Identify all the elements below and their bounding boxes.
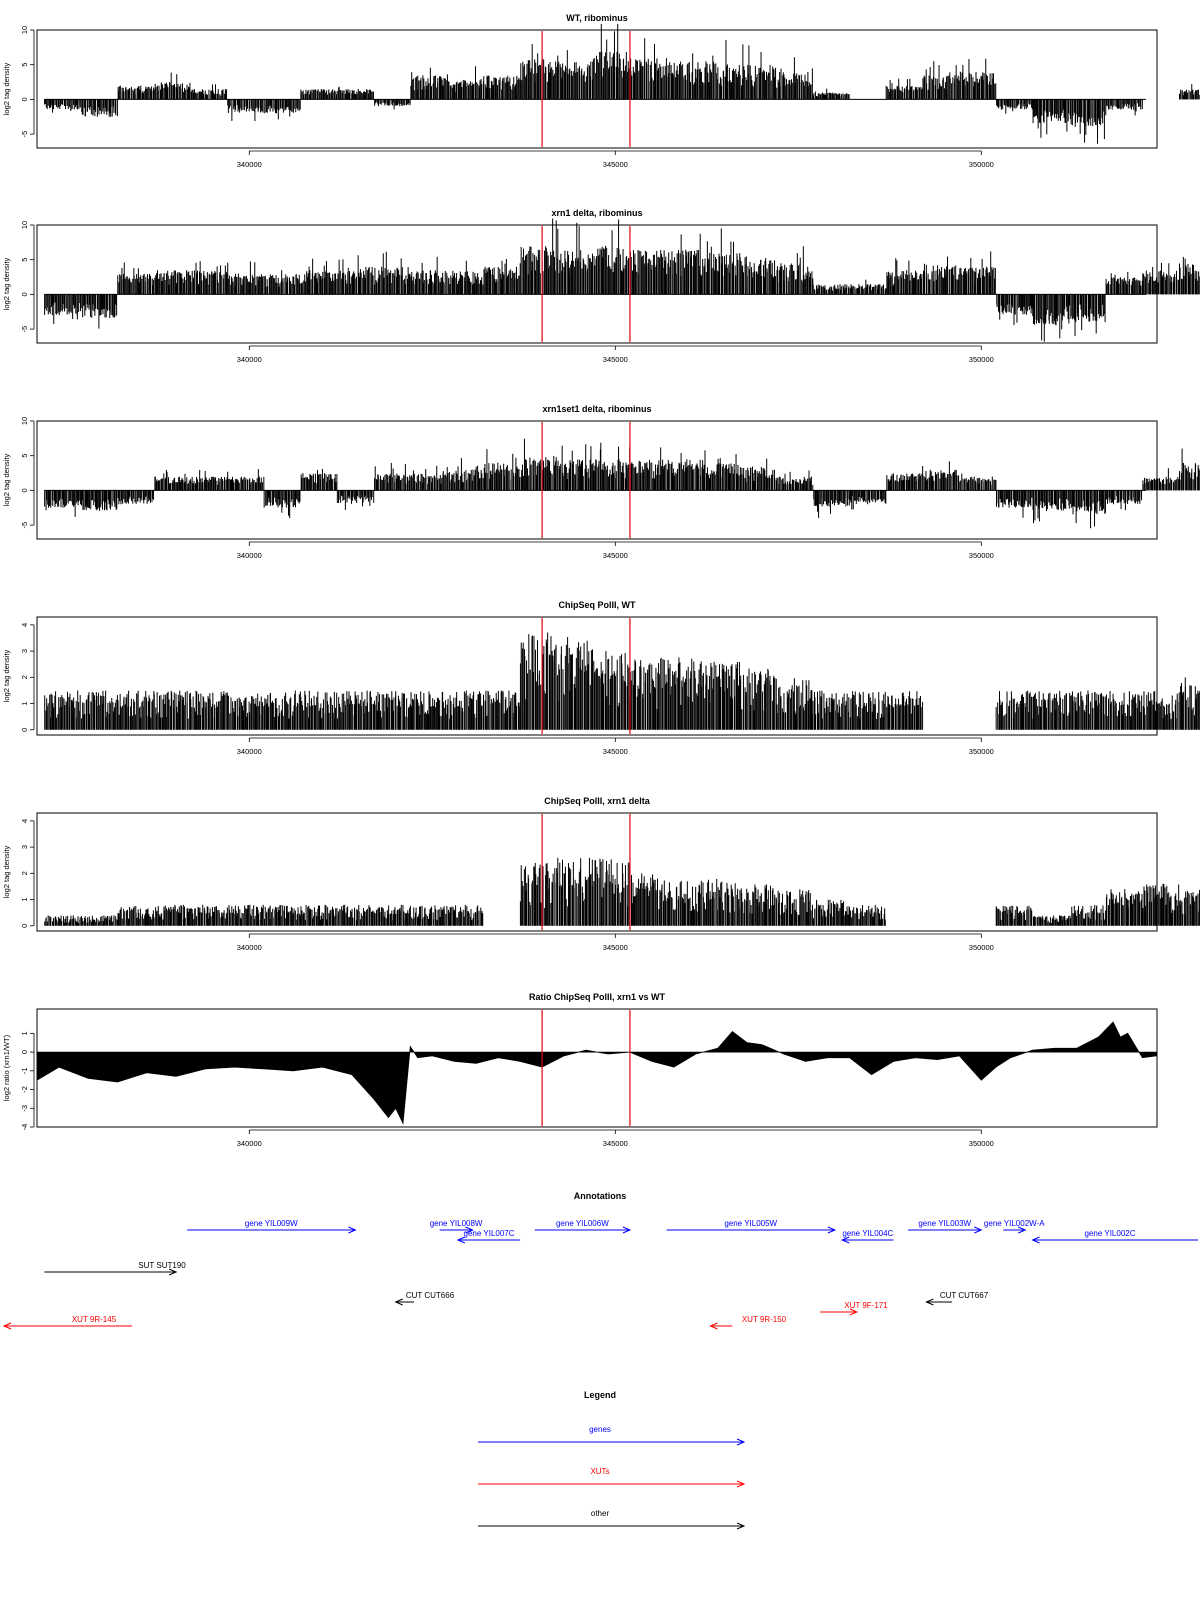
y-tick-label: 10	[20, 26, 29, 34]
plot-frame	[36, 29, 1158, 149]
panel-1	[30, 23, 1200, 155]
y-tick-label: -5	[20, 131, 29, 138]
data-bars	[44, 23, 1200, 144]
panel-2	[30, 218, 1200, 350]
y-tick-label: 5	[20, 63, 29, 67]
y-axis-label: log2 tag density	[2, 62, 11, 115]
panel-title: WT, ribominus	[566, 13, 628, 23]
data-bars	[44, 218, 1200, 342]
x-tick-label: 345000	[603, 160, 628, 169]
x-tick-label: 340000	[237, 160, 262, 169]
x-tick-label: 350000	[969, 160, 994, 169]
y-tick-label: 0	[20, 97, 29, 101]
